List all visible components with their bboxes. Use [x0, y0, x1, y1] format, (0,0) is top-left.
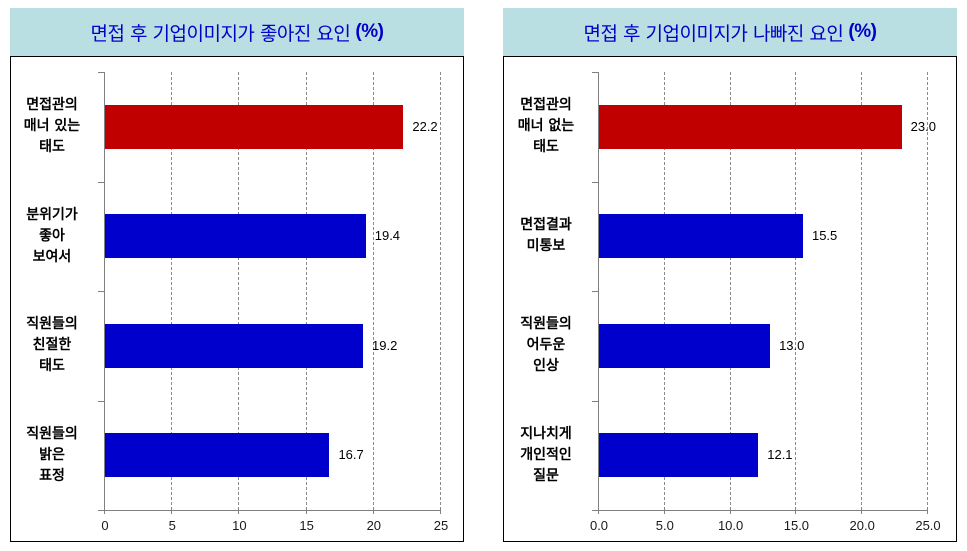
y-tick-mark [592, 181, 598, 183]
y-tick-mark [98, 400, 104, 402]
right-chart-title: 면접 후 기업이미지가 나빠진 요인 (%) [503, 8, 957, 56]
left-plot-area: 0 5 10 15 20 25 22.2 19.4 19.2 16.7 [98, 72, 448, 533]
x-tick-mark [663, 508, 665, 514]
category-label: 면접관의 매너 없는 태도 [517, 97, 575, 156]
x-tick-label: 25 [433, 518, 449, 533]
x-tick-label: 10.0 [717, 518, 744, 533]
gridline [238, 72, 240, 510]
bar-value-label: 22.2 [412, 118, 438, 134]
right-chart-title-text: 면접 후 기업이미지가 나빠진 요인 [583, 22, 844, 45]
left-chart-title-text: 면접 후 기업이미지가 좋아진 요인 [90, 22, 351, 45]
bar [599, 214, 803, 259]
y-tick-mark [98, 510, 104, 511]
right-plot-area: 0.0 5.0 10.0 15.0 20.0 25.0 23.0 15.5 13.0 12.1 [590, 72, 941, 533]
y-tick-mark [592, 510, 598, 511]
x-tick-label: 10 [232, 518, 247, 533]
bar-value-label: 15.5 [811, 228, 838, 244]
y-axis [598, 72, 599, 510]
bar [599, 323, 771, 368]
x-tick-mark [861, 508, 863, 514]
gridline [663, 72, 665, 510]
bar [599, 433, 759, 478]
x-axis [98, 510, 441, 511]
bar [105, 323, 364, 368]
y-axis [104, 72, 105, 510]
gridline [861, 72, 863, 510]
bar [105, 433, 330, 478]
gridline [372, 72, 374, 510]
bar-value-label: 12.1 [767, 447, 793, 463]
x-tick-mark [238, 508, 240, 514]
x-tick-mark [598, 508, 599, 514]
bar-highlight [105, 104, 404, 149]
y-tick-mark [98, 72, 104, 73]
bar-highlight [599, 104, 902, 149]
y-tick-mark [592, 400, 598, 402]
bar-value-label: 19.4 [374, 228, 401, 244]
x-tick-label: 0.0 [589, 518, 609, 533]
right-chart-area: 0.0 5.0 10.0 15.0 20.0 25.0 23.0 15.5 13.0 12.1 면접… [503, 56, 957, 542]
y-tick-mark [592, 291, 598, 292]
x-tick-label: 20.0 [849, 518, 875, 533]
x-tick-label: 15.0 [783, 518, 810, 533]
x-tick-mark [305, 508, 307, 514]
x-tick-label: 15 [299, 518, 314, 533]
category-label: 지나치게 개인적인 질문 [520, 425, 572, 484]
x-tick-mark [729, 508, 731, 514]
gridline [927, 72, 928, 510]
x-tick-mark [372, 508, 374, 514]
category-label: 직원들의 친절한 태도 [26, 316, 78, 375]
bar-value-label: 19.2 [372, 337, 398, 353]
x-tick-label: 5 [168, 518, 176, 533]
y-tick-mark [98, 181, 104, 183]
y-tick-mark [98, 291, 104, 292]
bar-value-label: 23.0 [910, 118, 936, 134]
category-label: 직원들의 밝은 표정 [26, 425, 78, 484]
gridline [305, 72, 307, 510]
category-label: 면접결과 미통보 [520, 217, 572, 255]
x-tick-label: 20 [366, 518, 382, 533]
x-tick-mark [440, 508, 441, 514]
y-tick-mark [592, 72, 598, 73]
right-chart-title-unit: (%) [848, 21, 877, 42]
gridline [171, 72, 173, 510]
gridline [795, 72, 797, 510]
bar-value-label: 16.7 [338, 447, 364, 463]
category-label: 면접관의 매너 있는 태도 [23, 97, 81, 156]
x-tick-label: 25.0 [915, 518, 941, 533]
x-axis [592, 510, 928, 511]
gridline [729, 72, 731, 510]
right-chart-panel: 면접 후 기업이미지가 나빠진 요인 (%) 0.0 5.0 10.0 15.0 20.… [503, 8, 957, 542]
x-tick-mark [171, 508, 173, 514]
x-tick-label: 0 [101, 518, 109, 533]
x-tick-mark [927, 508, 928, 514]
x-tick-mark [104, 508, 105, 514]
x-tick-mark [795, 508, 797, 514]
left-chart-title-unit: (%) [355, 21, 384, 42]
bar-value-label: 13.0 [779, 337, 805, 353]
gridline [440, 72, 441, 510]
left-chart-panel: 면접 후 기업이미지가 좋아진 요인 (%) 0 5 10 15 20 25 22.2 19.… [10, 8, 464, 542]
x-tick-label: 5.0 [655, 518, 674, 533]
category-label: 분위기가 좋아 보여서 [26, 206, 78, 265]
category-label: 직원들의 어두운 인상 [520, 316, 572, 375]
bar [105, 214, 366, 259]
left-chart-title: 면접 후 기업이미지가 좋아진 요인 (%) [10, 8, 464, 56]
